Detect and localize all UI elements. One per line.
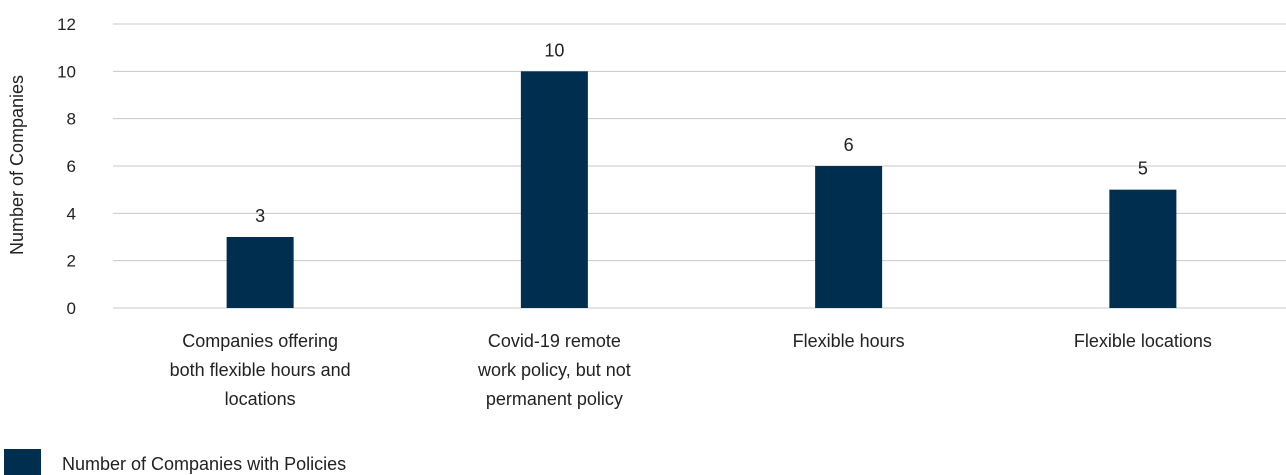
- category-label: locations: [225, 389, 296, 409]
- y-tick-label: 4: [67, 204, 76, 223]
- y-tick-label: 10: [57, 62, 76, 81]
- bar: [815, 166, 883, 308]
- category-label: Flexible hours: [793, 331, 905, 351]
- legend-label: Number of Companies with Policies: [62, 454, 346, 474]
- category-label: permanent policy: [486, 389, 623, 409]
- bar: [226, 237, 294, 308]
- bar: [1109, 189, 1177, 308]
- bars: [226, 71, 1177, 308]
- y-axis-ticks: 0 2 4 6 8 10 12: [57, 15, 76, 318]
- y-tick-label: 12: [57, 15, 76, 34]
- bar: [520, 71, 588, 308]
- y-tick-label: 0: [67, 299, 76, 318]
- legend-swatch: [4, 449, 41, 475]
- legend: Number of Companies with Policies: [4, 449, 346, 475]
- data-labels: 3 10 6 5: [255, 40, 1148, 226]
- y-tick-label: 8: [67, 110, 76, 129]
- category-label: Covid-19 remote: [488, 331, 621, 351]
- category-labels: Companies offering both flexible hours an…: [170, 331, 1212, 409]
- y-axis-label: Number of Companies: [7, 75, 27, 255]
- category-label: work policy, but not: [477, 360, 631, 380]
- data-label: 5: [1138, 159, 1148, 179]
- y-tick-label: 2: [67, 252, 76, 271]
- category-label: Flexible locations: [1074, 331, 1212, 351]
- data-label: 3: [255, 206, 265, 226]
- category-label: Companies offering: [182, 331, 338, 351]
- data-label: 10: [544, 40, 564, 60]
- data-label: 6: [844, 135, 854, 155]
- y-tick-label: 6: [67, 157, 76, 176]
- gridlines: [113, 23, 1286, 309]
- category-label: both flexible hours and: [170, 360, 351, 380]
